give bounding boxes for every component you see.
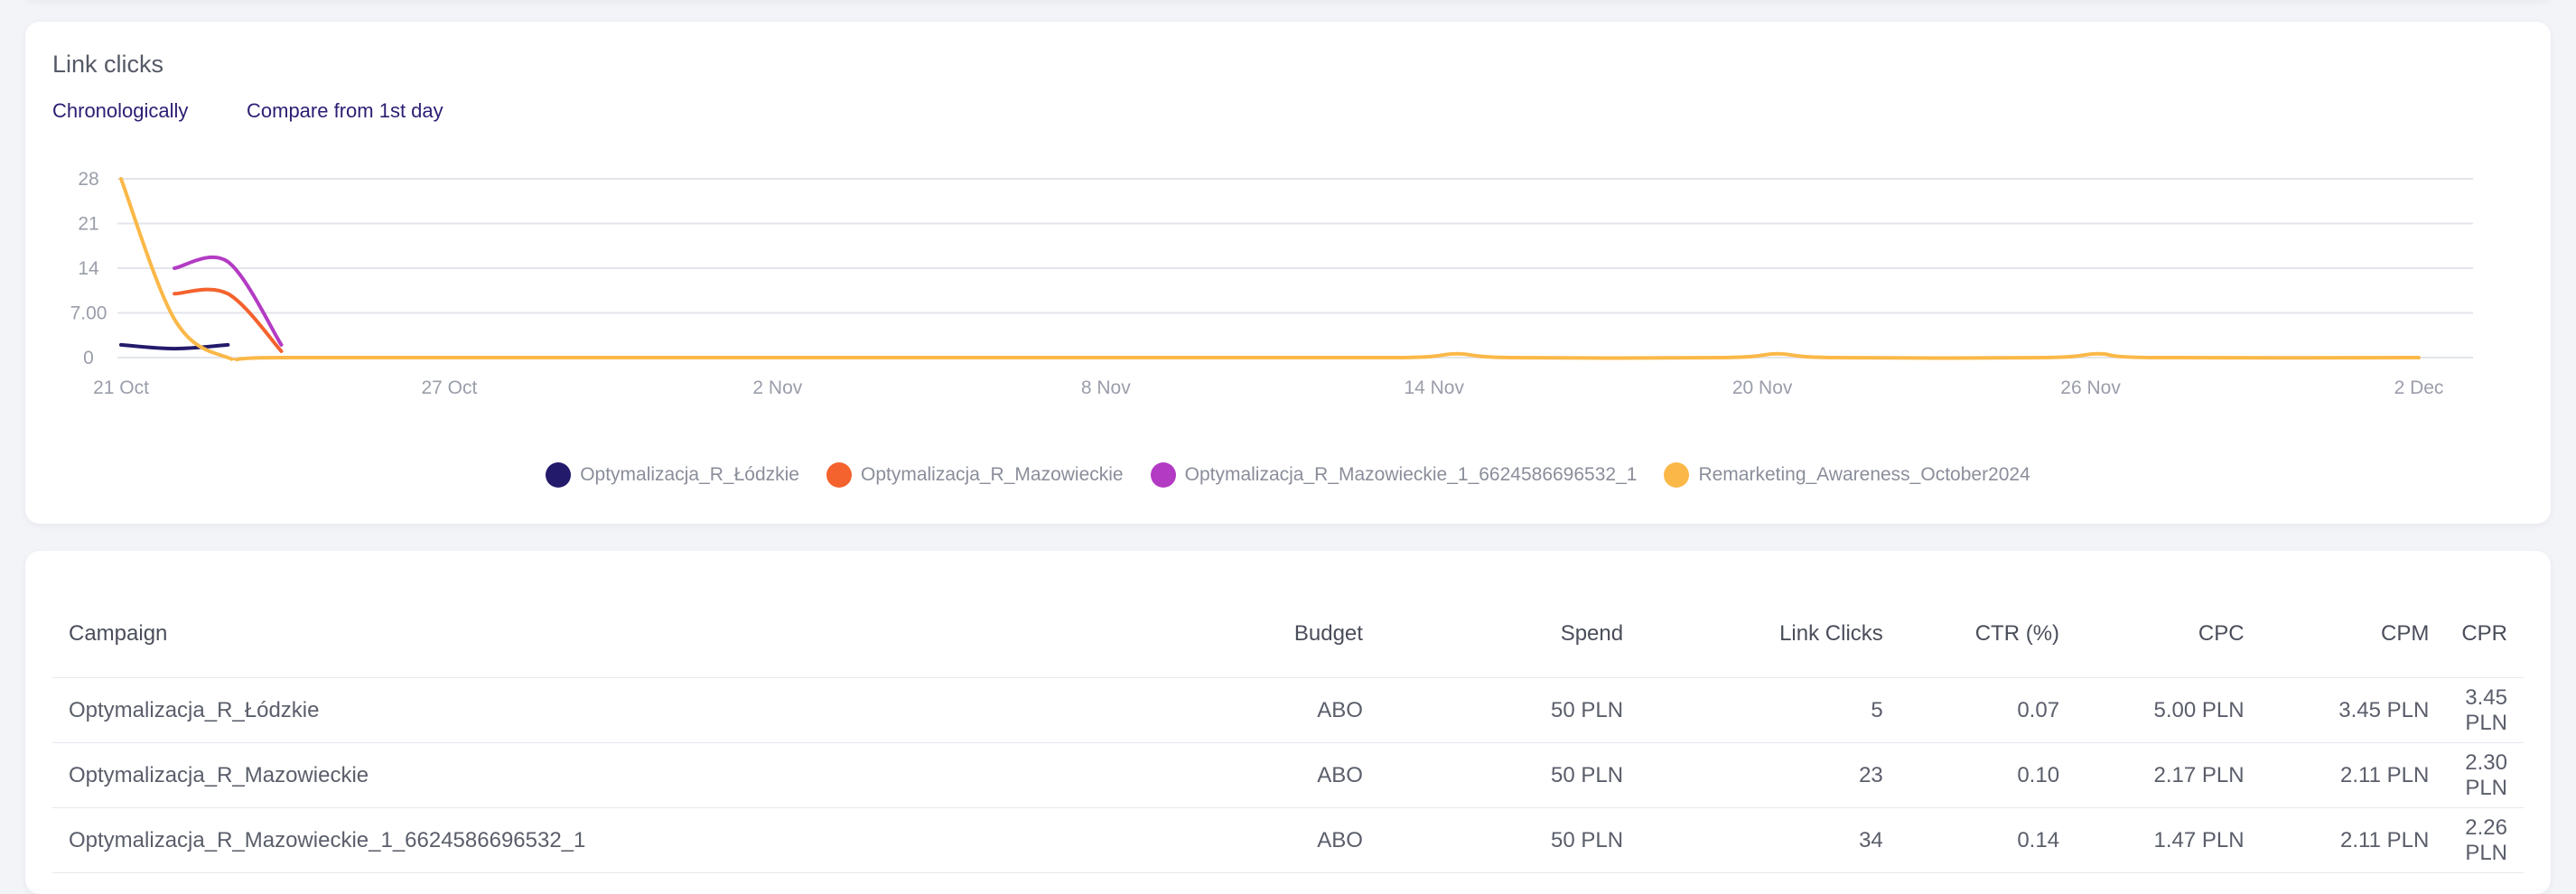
column-header-cpc[interactable]: CPC (2076, 591, 2261, 678)
legend-item[interactable]: Optymalizacja_R_Mazowieckie (826, 462, 1124, 488)
x-tick-label: 21 Oct (93, 377, 149, 398)
x-tick-label: 14 Nov (1404, 377, 1464, 398)
legend-dot-icon (546, 462, 572, 488)
cell-spend: 50 PLN (1378, 742, 1640, 808)
y-tick-label: 0 (83, 348, 94, 368)
link-clicks-chart: 0 7.00 14 21 28 21 Oct 27 Oct 2 Nov 8 Nov 14 Nov… (70, 169, 2473, 398)
column-header-cpr[interactable]: CPR (2445, 591, 2524, 678)
cell-ctr: 0.07 (1899, 677, 2077, 743)
column-header-cpm[interactable]: CPM (2260, 591, 2446, 678)
campaigns-table: Campaign Budget Spend Link Clicks CTR (%… (52, 591, 2524, 873)
cell-link-clicks: 5 (1639, 677, 1899, 743)
x-tick-label: 26 Nov (2060, 377, 2121, 398)
x-axis-ticks: 21 Oct 27 Oct 2 Nov 8 Nov 14 Nov 20 Nov 26 Nov… (93, 377, 2443, 398)
legend-label: Remarketing_Awareness_October2024 (1698, 464, 2030, 485)
legend-label: Optymalizacja_R_Mazowieckie_1_6624586696… (1184, 464, 1638, 485)
cell-ctr: 0.10 (1899, 742, 2077, 808)
link-clicks-card: Link clicks Chronologically Compare from… (25, 22, 2551, 524)
chart-series (119, 177, 2421, 363)
x-tick-label: 8 Nov (1081, 377, 1131, 398)
cell-spend: 50 PLN (1378, 807, 1640, 873)
legend-dot-icon (1664, 462, 1690, 488)
chronologically-toggle[interactable]: Chronologically (52, 99, 189, 122)
cell-cpr: 2.30 PLN (2445, 742, 2524, 808)
cell-budget: ABO (1159, 807, 1379, 873)
table-row[interactable]: Optymalizacja_R_Łódzkie ABO 50 PLN 5 0.0… (52, 677, 2524, 743)
column-header-spend[interactable]: Spend (1378, 591, 1640, 678)
cell-spend: 50 PLN (1378, 677, 1640, 743)
cell-ctr: 0.14 (1899, 807, 2077, 873)
series-line-4[interactable] (119, 177, 2421, 363)
legend-item[interactable]: Optymalizacja_R_Mazowieckie_1_6624586696… (1150, 462, 1638, 488)
table-row[interactable]: Optymalizacja_R_Mazowieckie_1_6624586696… (52, 807, 2524, 873)
cell-campaign: Optymalizacja_R_Łódzkie (52, 677, 1160, 743)
chart-grid (117, 178, 2473, 359)
cell-campaign: Optymalizacja_R_Mazowieckie (52, 742, 1160, 808)
cell-cpm: 2.11 PLN (2260, 742, 2446, 808)
x-tick-label: 27 Oct (421, 377, 477, 398)
y-tick-label: 21 (78, 214, 98, 235)
x-tick-label: 2 Nov (752, 377, 802, 398)
y-tick-label: 14 (78, 258, 99, 279)
legend-item[interactable]: Remarketing_Awareness_October2024 (1664, 462, 2030, 488)
cell-cpr: 2.26 PLN (2445, 807, 2524, 873)
cell-cpm: 3.45 PLN (2260, 677, 2446, 743)
y-tick-label: 7.00 (70, 303, 107, 324)
table-row[interactable]: Optymalizacja_R_Mazowieckie ABO 50 PLN 2… (52, 742, 2524, 808)
y-tick-label: 28 (78, 169, 98, 190)
cell-campaign: Optymalizacja_R_Mazowieckie_1_6624586696… (52, 807, 1160, 873)
column-header-ctr[interactable]: CTR (%) (1899, 591, 2077, 678)
series-line-3[interactable] (173, 255, 284, 347)
cell-cpc: 5.00 PLN (2076, 677, 2261, 743)
y-axis-ticks: 0 7.00 14 21 28 (70, 169, 107, 368)
cell-cpc: 1.47 PLN (2076, 807, 2261, 873)
compare-from-first-day-toggle[interactable]: Compare from 1st day (247, 99, 443, 122)
table-header-row: Campaign Budget Spend Link Clicks CTR (%… (52, 591, 2524, 678)
cell-link-clicks: 34 (1639, 807, 1899, 873)
column-header-campaign[interactable]: Campaign (52, 591, 1160, 678)
cell-budget: ABO (1159, 742, 1379, 808)
campaigns-table-card: Campaign Budget Spend Link Clicks CTR (%… (25, 551, 2551, 894)
column-header-budget[interactable]: Budget (1159, 591, 1379, 678)
series-line-1[interactable] (119, 342, 230, 351)
cell-cpc: 2.17 PLN (2076, 742, 2261, 808)
legend-dot-icon (1150, 462, 1176, 488)
legend-item[interactable]: Optymalizacja_R_Łódzkie (546, 462, 799, 488)
x-tick-label: 2 Dec (2394, 377, 2444, 398)
chart-legend: Optymalizacja_R_Łódzkie Optymalizacja_R_M… (25, 462, 2551, 488)
x-tick-label: 20 Nov (1732, 377, 1793, 398)
cell-cpm: 2.11 PLN (2260, 807, 2446, 873)
cell-link-clicks: 23 (1639, 742, 1899, 808)
cell-budget: ABO (1159, 677, 1379, 743)
cell-cpr: 3.45 PLN (2445, 677, 2524, 743)
legend-dot-icon (826, 462, 852, 488)
chart-title: Link clicks (52, 51, 164, 78)
column-header-link-clicks[interactable]: Link Clicks (1639, 591, 1899, 678)
legend-label: Optymalizacja_R_Mazowieckie (861, 464, 1124, 485)
series-line-2[interactable] (173, 287, 284, 353)
legend-label: Optymalizacja_R_Łódzkie (580, 464, 799, 485)
